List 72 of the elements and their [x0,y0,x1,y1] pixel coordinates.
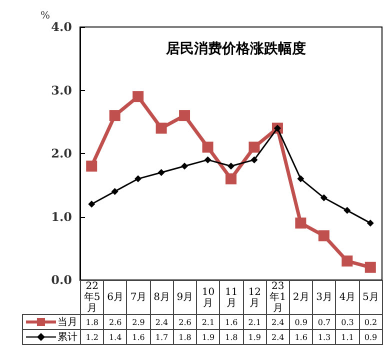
data-label: 1.8 [220,330,244,344]
data-label: 0.7 [312,314,336,330]
data-label: 1.6 [289,330,313,344]
data-label: 2.4 [150,314,174,330]
y-tick-label: 0.0 [51,273,72,287]
legend-label: 当月 [22,314,80,330]
point [109,110,120,122]
data-label: 2.4 [266,314,290,330]
data-label: 1.1 [336,330,360,344]
data-label: 1.7 [150,330,174,344]
data-label: 2.6 [104,314,127,330]
x-tick-label: 3月 [312,280,336,314]
y-tick-label: 2.0 [51,146,72,160]
point [179,110,190,122]
data-label: 1.4 [104,330,127,344]
point [88,200,96,208]
x-tick-label: 11月 [220,280,244,314]
data-label: 2.1 [243,314,266,330]
data-label: 1.6 [126,330,150,344]
point [204,156,212,164]
data-label: 0.9 [289,314,313,330]
point [132,91,144,102]
data-label: 1.2 [80,330,104,344]
legend-label: 累计 [22,330,80,344]
point [364,262,376,273]
point [228,162,234,170]
point [202,142,214,153]
y-axis-title: % [40,10,50,22]
point [181,162,188,170]
data-label: 1.3 [312,330,336,344]
point [248,142,260,153]
point [297,175,304,182]
x-tick-label: 23年1月 [266,280,290,314]
x-tick-label: 22年5月 [80,280,104,314]
point [295,218,306,229]
x-tick-label: 5月 [359,280,382,314]
point [86,160,98,172]
data-label: 1.9 [196,330,220,344]
x-tick-label: 8月 [150,280,174,314]
point [111,188,118,195]
x-tick-label: 2月 [289,280,313,314]
y-tick-label: 4.0 [51,20,72,34]
data-label: 2.9 [126,314,150,330]
y-tick-label: 1.0 [51,210,72,224]
point [158,168,165,176]
data-label: 1.8 [80,314,104,330]
point [156,122,167,134]
point [318,230,330,242]
x-tick-label: 7月 [126,280,150,314]
point [250,156,258,164]
x-tick-label: 12月 [243,280,266,314]
point [366,220,374,227]
point [134,175,142,182]
x-tick-label: 6月 [104,280,127,314]
point [342,256,353,267]
data-label: 0.9 [359,330,382,344]
point [344,206,351,214]
data-label: 1.9 [243,330,266,344]
data-label: 0.2 [359,314,382,330]
data-label: 2.6 [173,314,197,330]
point [320,194,328,202]
data-label: 2.1 [196,314,220,330]
x-tick-label: 9月 [173,280,197,314]
x-tick-label: 4月 [336,280,360,314]
data-label: 1.8 [173,330,197,344]
data-label: 1.6 [220,314,244,330]
text: 居民消费价格涨跌幅度 [165,40,306,57]
x-tick-label: 10月 [196,280,220,314]
y-tick-label: 3.0 [51,83,72,98]
data-label: 0.3 [336,314,360,330]
point [226,173,236,184]
data-label: 2.4 [266,330,290,344]
